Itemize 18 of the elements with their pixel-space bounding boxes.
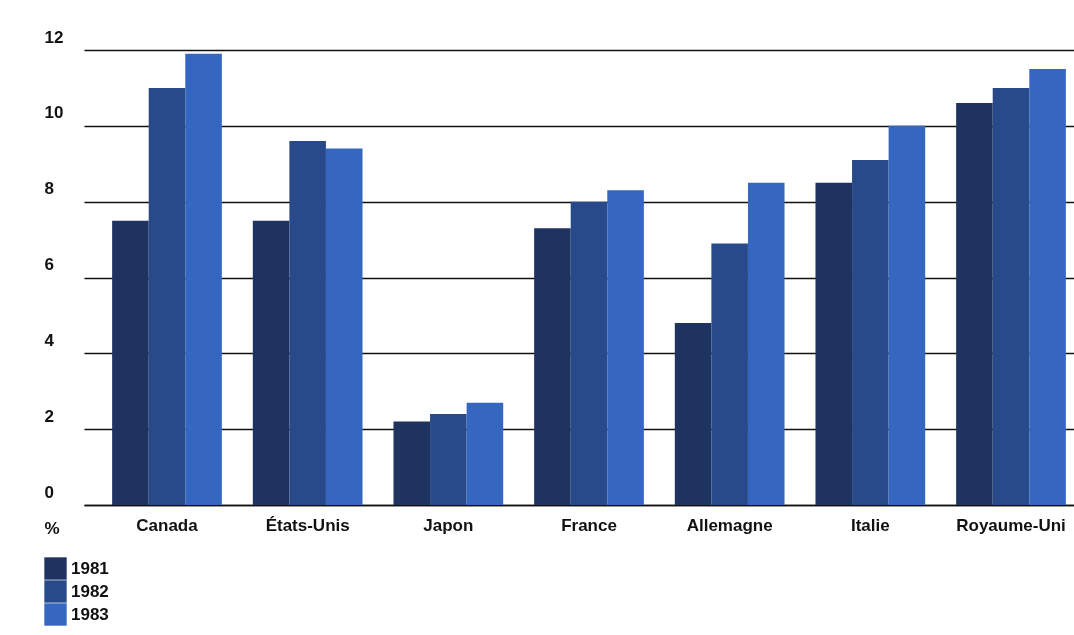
legend-label: 1982 [71,581,109,601]
legend-label: 1981 [71,558,109,578]
y-tick-label: 8 [44,179,54,199]
x-tick-label: Italie [850,515,890,535]
y-tick-label: 0 [44,482,54,502]
x-tick-label: États-Unis [265,515,350,535]
legend-label: 1983 [71,604,109,624]
y-tick-label: 10 [44,103,64,123]
y-tick-label: 6 [44,255,54,274]
x-tick-label: France [561,515,617,535]
y-tick-label: 2 [44,406,54,426]
x-tick-label: Japon [423,515,474,535]
x-tick-label: Canada [136,515,199,535]
y-tick-label: 4 [44,330,55,350]
x-tick-label: Royaume-Uni [956,515,1066,535]
y-tick-label: 12 [44,27,64,47]
x-tick-label: Allemagne [686,515,773,535]
y-axis-title: % [44,518,60,538]
